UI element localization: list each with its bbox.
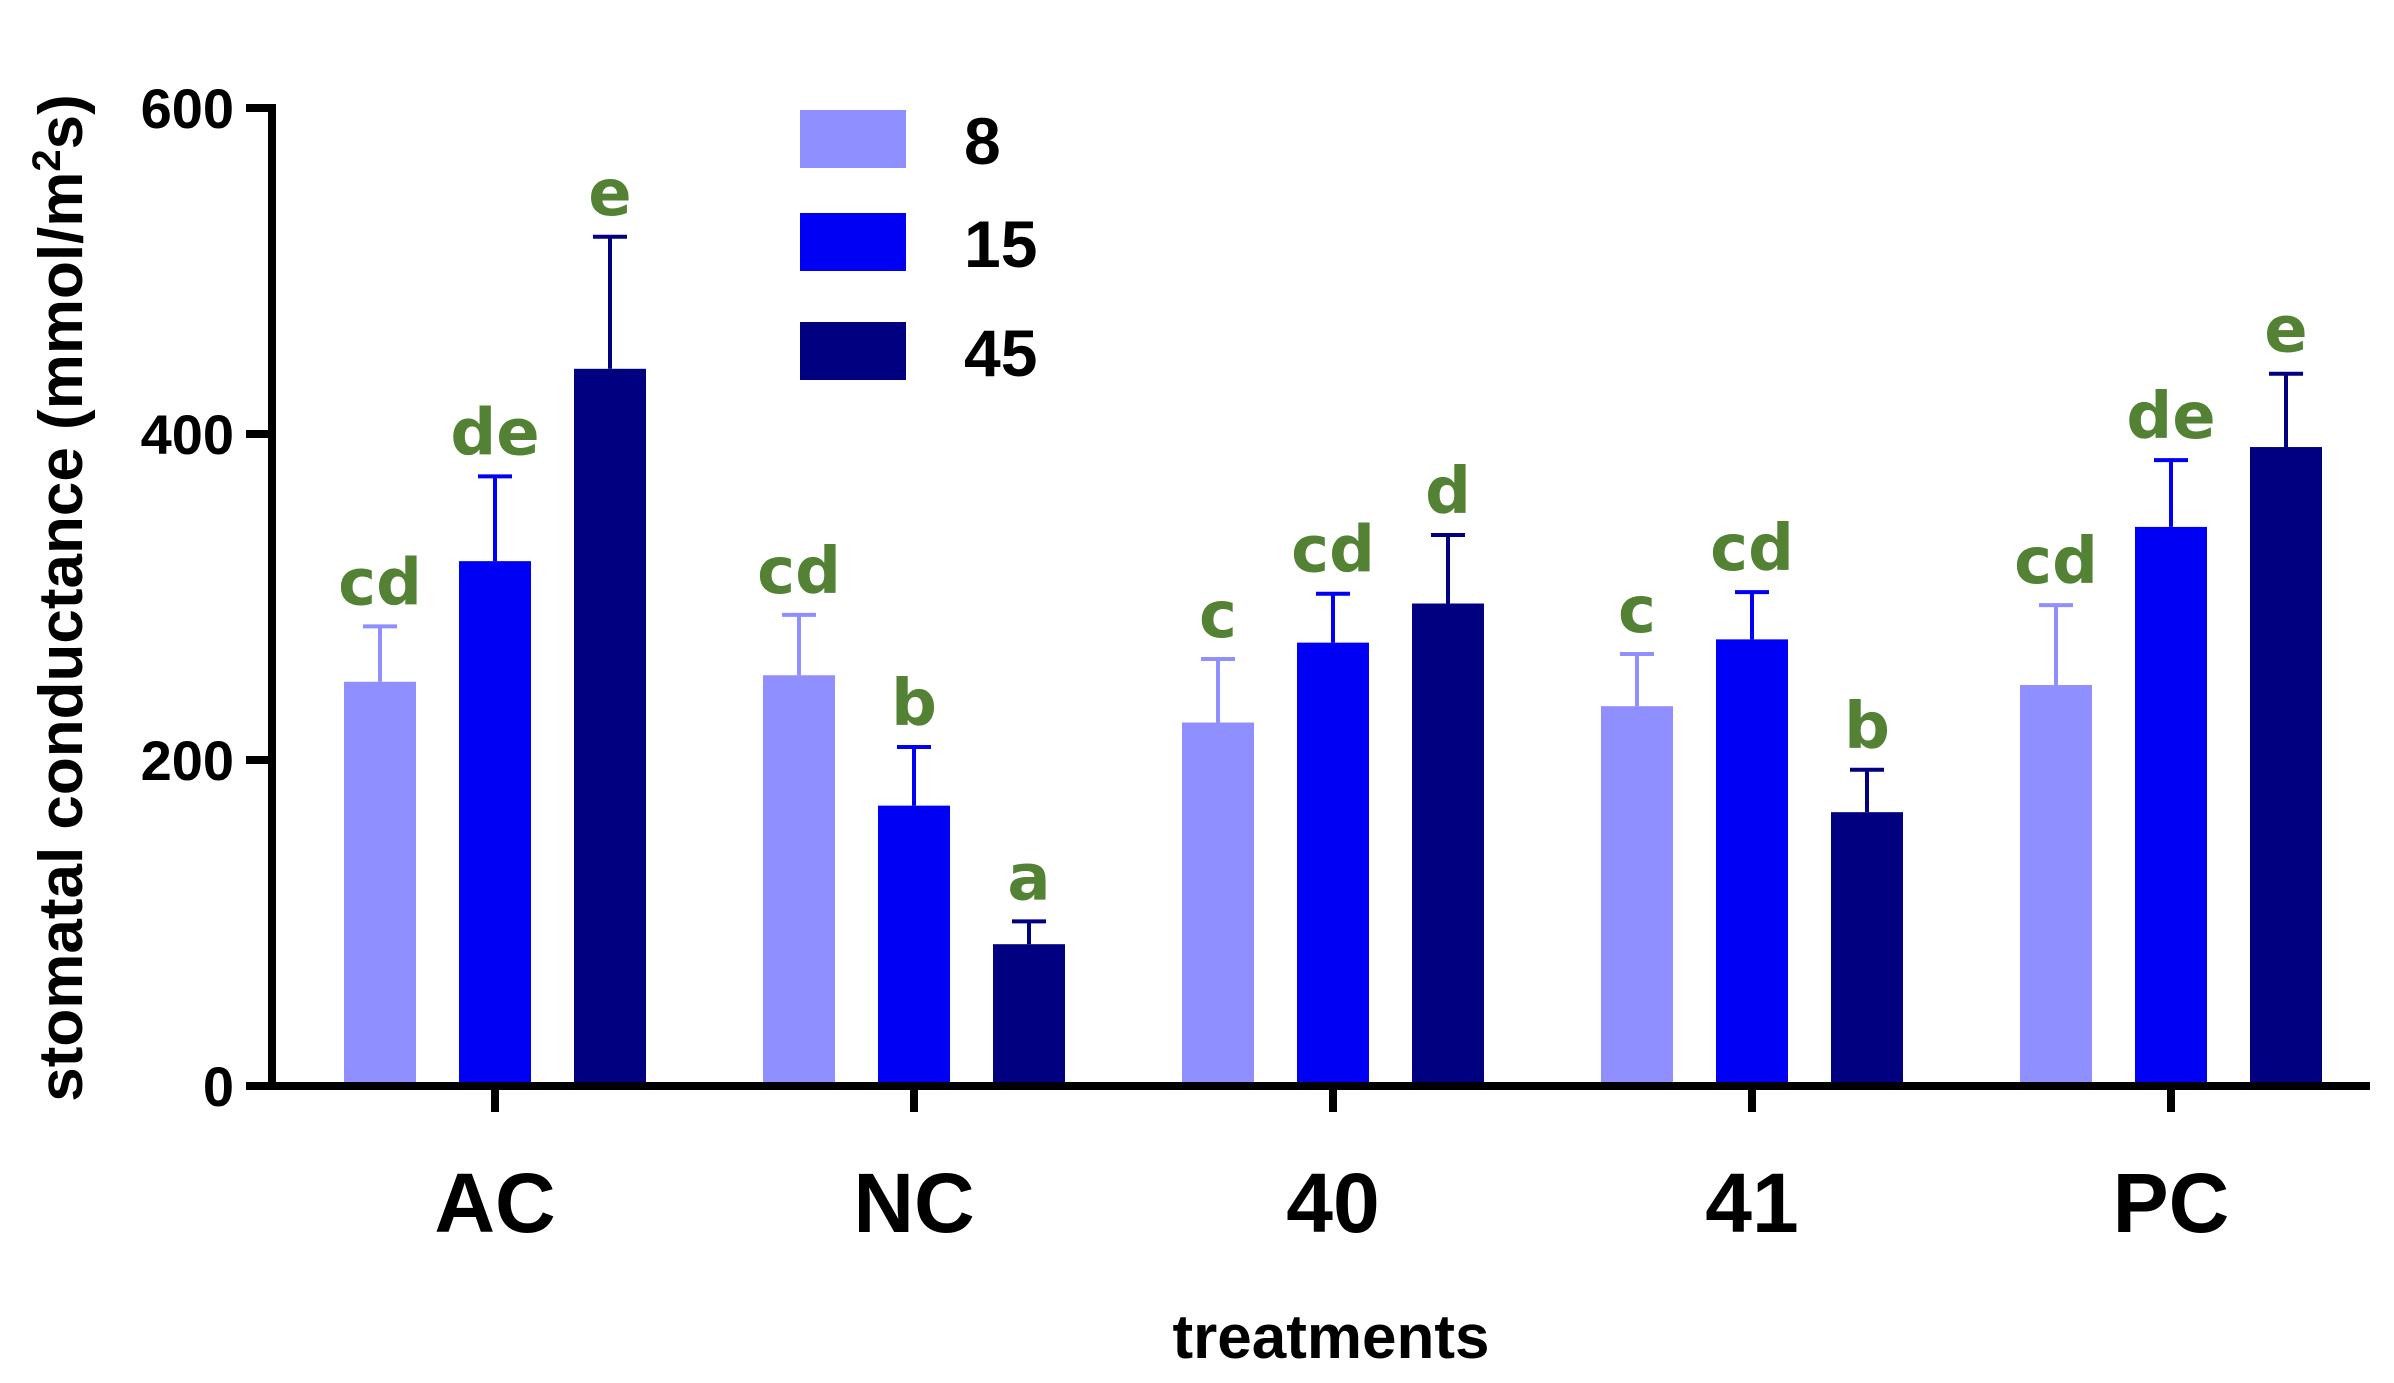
significance-letter: cd [2014, 525, 2098, 599]
significance-letter: e [588, 157, 631, 231]
bar-40-8 [1182, 722, 1254, 1086]
significance-letter: d [1425, 455, 1471, 529]
legend-swatch-8 [800, 110, 906, 168]
bar-40-15 [1297, 642, 1369, 1086]
bar-AC-45 [574, 368, 646, 1086]
y-axis-title-suffix: s) [27, 94, 96, 149]
legend-label-45: 45 [964, 316, 1037, 390]
significance-letter: cd [1291, 514, 1375, 588]
bar-PC-45 [2250, 447, 2322, 1086]
bar-AC-8 [344, 681, 416, 1086]
bar-NC-15 [878, 805, 950, 1086]
legend-swatch-15 [800, 213, 906, 271]
bar-PC-15 [2135, 526, 2207, 1086]
significance-letter: b [1844, 690, 1890, 764]
significance-letter: de [450, 396, 539, 470]
bar-PC-8 [2020, 685, 2092, 1086]
y-axis-title-superscript: 2 [25, 149, 69, 171]
significance-letter: c [1199, 579, 1237, 653]
significance-letter: de [2126, 380, 2215, 454]
bars-layer [344, 234, 2322, 1086]
y-tick-label: 0 [203, 1055, 234, 1118]
bar-NC-8 [763, 675, 835, 1086]
y-axis-title: stomatal conductance (mmol/m2s) [25, 94, 96, 1102]
legend-swatch-45 [800, 322, 906, 380]
bar-41-8 [1601, 706, 1673, 1086]
significance-letter: cd [757, 535, 841, 609]
y-axis-title-prefix: stomatal conductance (mmol/m [27, 172, 96, 1102]
legend: 8 15 45 [800, 104, 1037, 390]
bar-NC-45 [993, 944, 1065, 1086]
y-tick-label: 400 [141, 403, 234, 466]
bar-40-45 [1412, 603, 1484, 1086]
bar-41-15 [1716, 639, 1788, 1086]
significance-letter: cd [338, 546, 422, 620]
bar-41-45 [1831, 812, 1903, 1086]
significance-letter: c [1618, 574, 1656, 648]
x-tick-label: AC [434, 1156, 555, 1250]
x-tick-label: PC [2113, 1156, 2230, 1250]
labels-layer: cddeeACcdbaNCccdd40ccdb41cddeePC02004006… [25, 77, 2308, 1372]
x-tick-label: 40 [1286, 1156, 1379, 1250]
significance-letter: cd [1710, 512, 1794, 586]
legend-label-15: 15 [964, 207, 1037, 281]
x-axis-title: treatments [1173, 1303, 1490, 1372]
bar-AC-15 [459, 561, 531, 1086]
axes-layer [246, 104, 2370, 1112]
x-tick-label: 41 [1705, 1156, 1798, 1250]
significance-letter: e [2264, 294, 2307, 368]
y-tick-label: 200 [141, 729, 234, 792]
significance-letter: a [1007, 841, 1050, 915]
x-tick-label: NC [853, 1156, 974, 1250]
legend-label-8: 8 [964, 104, 1001, 178]
y-tick-label: 600 [141, 77, 234, 140]
significance-letter: b [891, 667, 937, 741]
